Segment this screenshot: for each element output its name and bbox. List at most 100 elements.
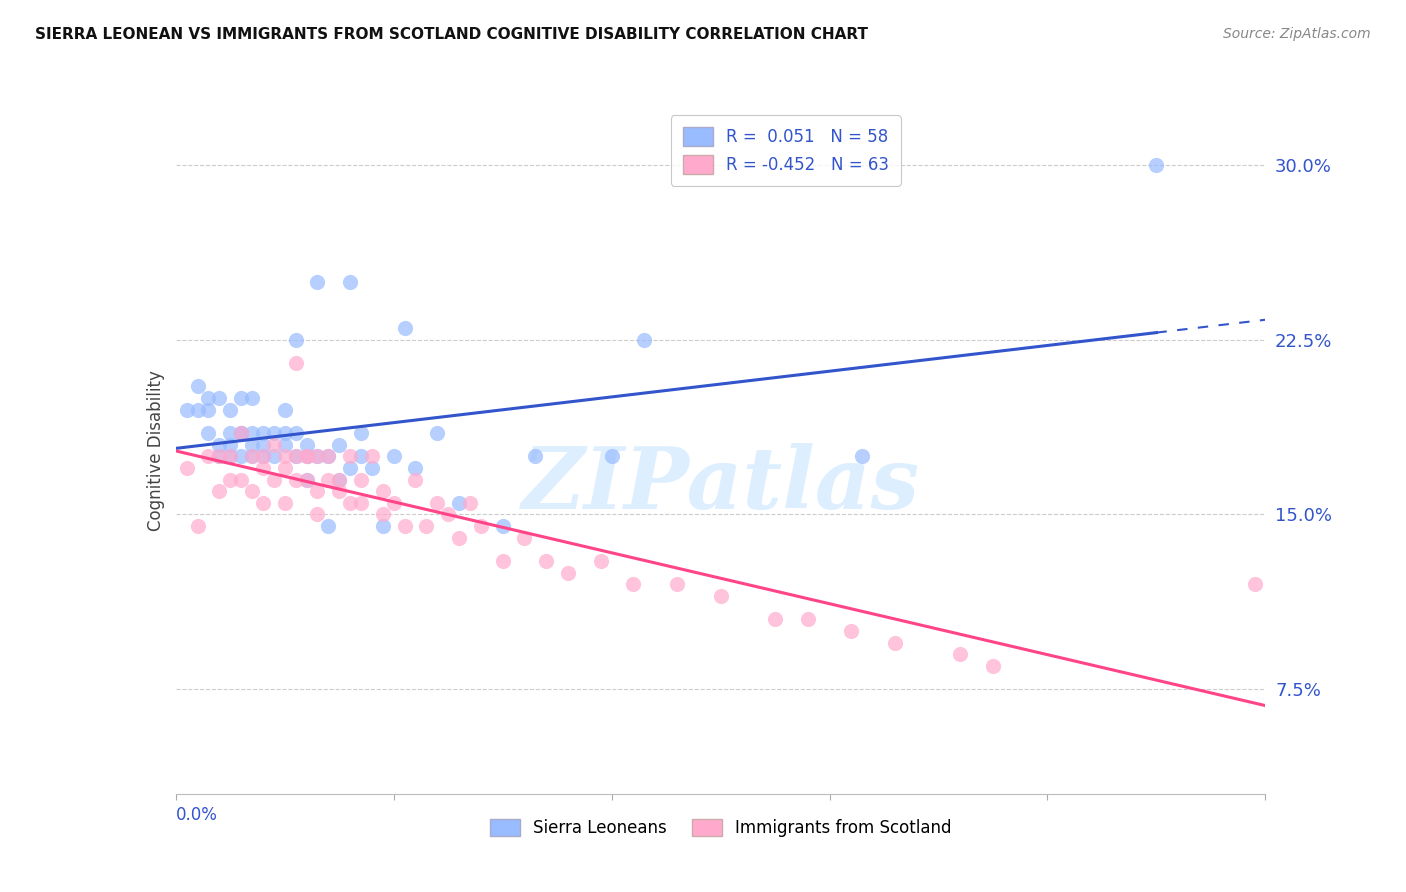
Point	[405, 461, 427, 475]
Point	[382, 496, 405, 510]
Point	[176, 461, 198, 475]
Point	[458, 496, 481, 510]
Point	[240, 425, 263, 440]
Point	[328, 473, 350, 487]
Point	[176, 402, 198, 417]
Point	[274, 450, 297, 464]
Point	[231, 425, 253, 440]
Text: Source: ZipAtlas.com: Source: ZipAtlas.com	[1223, 27, 1371, 41]
Point	[186, 402, 209, 417]
Point	[240, 450, 263, 464]
Point	[633, 333, 655, 347]
Point	[350, 425, 373, 440]
Point	[339, 450, 361, 464]
Text: SIERRA LEONEAN VS IMMIGRANTS FROM SCOTLAND COGNITIVE DISABILITY CORRELATION CHAR: SIERRA LEONEAN VS IMMIGRANTS FROM SCOTLA…	[35, 27, 868, 42]
Point	[447, 531, 470, 545]
Point	[263, 437, 285, 451]
Point	[492, 554, 515, 568]
Point	[252, 496, 274, 510]
Point	[219, 450, 242, 464]
Point	[219, 450, 242, 464]
Point	[263, 450, 285, 464]
Point	[851, 450, 873, 464]
Point	[339, 275, 361, 289]
Point	[470, 519, 492, 533]
Point	[382, 450, 405, 464]
Point	[274, 461, 297, 475]
Point	[252, 425, 274, 440]
Point	[318, 473, 340, 487]
Point	[666, 577, 689, 591]
Point	[318, 519, 340, 533]
Text: ZIPatlas: ZIPatlas	[522, 443, 920, 526]
Point	[426, 496, 449, 510]
Point	[339, 461, 361, 475]
Point	[219, 437, 242, 451]
Point	[621, 577, 644, 591]
Point	[231, 473, 253, 487]
Point	[350, 450, 373, 464]
Point	[884, 635, 907, 649]
Point	[197, 425, 219, 440]
Point	[240, 450, 263, 464]
Point	[307, 450, 329, 464]
Point	[295, 437, 318, 451]
Point	[252, 450, 274, 464]
Point	[841, 624, 863, 638]
Point	[328, 473, 350, 487]
Point	[208, 391, 231, 405]
Point	[208, 450, 231, 464]
Point	[513, 531, 536, 545]
Point	[274, 496, 297, 510]
Point	[252, 450, 274, 464]
Point	[710, 589, 733, 603]
Point	[263, 473, 285, 487]
Point	[350, 496, 373, 510]
Point	[208, 450, 231, 464]
Legend: Sierra Leoneans, Immigrants from Scotland: Sierra Leoneans, Immigrants from Scotlan…	[482, 813, 959, 844]
Point	[240, 437, 263, 451]
Point	[295, 473, 318, 487]
Point	[405, 473, 427, 487]
Point	[240, 391, 263, 405]
Point	[328, 484, 350, 499]
Point	[763, 612, 786, 626]
Point	[371, 484, 394, 499]
Point	[284, 356, 307, 370]
Y-axis label: Cognitive Disability: Cognitive Disability	[146, 370, 165, 531]
Point	[339, 496, 361, 510]
Point	[371, 519, 394, 533]
Point	[240, 484, 263, 499]
Point	[208, 437, 231, 451]
Point	[318, 450, 340, 464]
Point	[307, 484, 329, 499]
Point	[295, 450, 318, 464]
Point	[231, 391, 253, 405]
Point	[981, 658, 1004, 673]
Point	[284, 473, 307, 487]
Point	[415, 519, 437, 533]
Point	[231, 425, 253, 440]
Point	[295, 473, 318, 487]
Point	[524, 450, 547, 464]
Point	[600, 450, 623, 464]
Point	[197, 391, 219, 405]
Point	[274, 437, 297, 451]
Point	[949, 647, 972, 661]
Point	[295, 450, 318, 464]
Point	[350, 473, 373, 487]
Point	[394, 321, 416, 335]
Point	[197, 450, 219, 464]
Point	[1144, 158, 1167, 172]
Point	[231, 450, 253, 464]
Point	[1243, 577, 1265, 591]
Point	[231, 425, 253, 440]
Point	[219, 402, 242, 417]
Point	[219, 473, 242, 487]
Point	[284, 450, 307, 464]
Point	[219, 425, 242, 440]
Point	[328, 437, 350, 451]
Point	[437, 508, 460, 522]
Point	[360, 461, 382, 475]
Point	[426, 425, 449, 440]
